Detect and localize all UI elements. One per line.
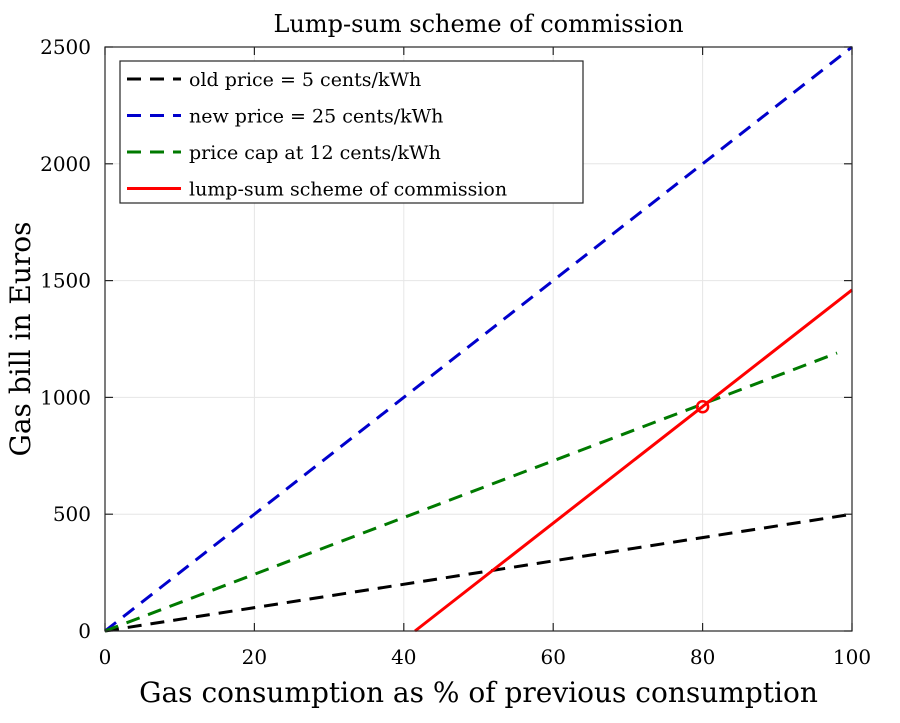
chart-title: Lump-sum scheme of commission bbox=[273, 10, 683, 38]
y-tick-label: 2500 bbox=[40, 35, 91, 59]
y-tick-label: 1000 bbox=[40, 385, 91, 409]
legend-label: lump-sum scheme of commission bbox=[189, 179, 507, 201]
series-line-1 bbox=[104, 45, 853, 633]
series-line-3 bbox=[414, 288, 853, 633]
x-tick-label: 100 bbox=[833, 645, 871, 669]
legend-label: price cap at 12 cents/kWh bbox=[189, 142, 441, 164]
y-axis-label: Gas bill in Euros bbox=[4, 222, 37, 457]
x-tick-label: 40 bbox=[391, 645, 416, 669]
series-line-2 bbox=[104, 351, 838, 633]
x-tick-label: 60 bbox=[540, 645, 565, 669]
x-axis-label: Gas consumption as % of previous consump… bbox=[139, 676, 818, 709]
legend-label: old price = 5 cents/kWh bbox=[189, 69, 421, 91]
y-tick-label: 500 bbox=[53, 502, 91, 526]
y-tick-label: 2000 bbox=[40, 152, 91, 176]
axes-box bbox=[104, 46, 853, 632]
y-tick-label: 1500 bbox=[40, 269, 91, 293]
x-tick-label: 20 bbox=[242, 645, 267, 669]
x-tick-label: 0 bbox=[99, 645, 112, 669]
x-tick-label: 80 bbox=[690, 645, 715, 669]
legend-label: new price = 25 cents/kWh bbox=[189, 106, 443, 128]
intersection-marker bbox=[695, 399, 710, 414]
legend-box bbox=[119, 60, 584, 204]
series-line-0 bbox=[104, 512, 853, 633]
y-tick-label: 0 bbox=[78, 619, 91, 643]
